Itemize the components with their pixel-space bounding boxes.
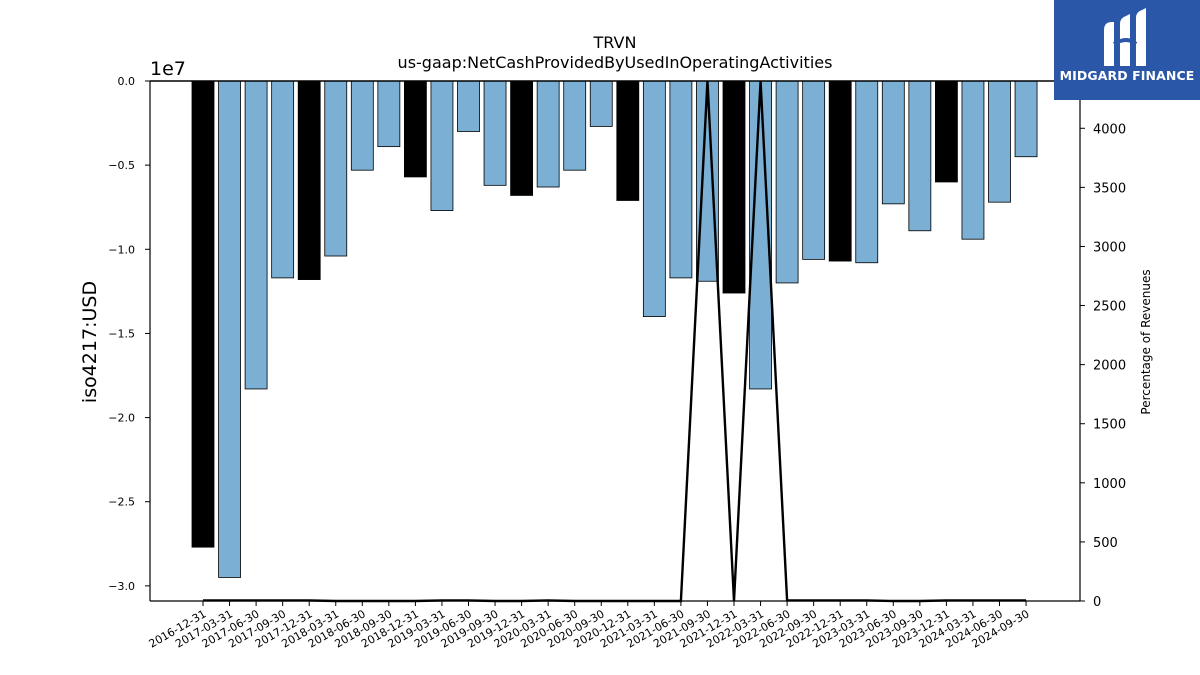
chart-subtitle: us-gaap:NetCashProvidedByUsedInOperating… bbox=[398, 53, 833, 72]
bar-2017-06-30 bbox=[244, 80, 268, 390]
bar-2019-06-30 bbox=[457, 80, 480, 132]
bar-2019-03-31 bbox=[430, 80, 454, 211]
y-offset-label: 1e7 bbox=[150, 58, 186, 80]
bar-2022-06-30 bbox=[775, 80, 799, 284]
bar-2023-09-30 bbox=[908, 80, 932, 232]
bar-2018-06-30 bbox=[350, 80, 374, 171]
y2-tick-label: 1500 bbox=[1093, 418, 1126, 433]
chart-title: TRVN bbox=[593, 33, 637, 52]
bar-2020-03-31 bbox=[536, 80, 560, 188]
bar-2023-03-31 bbox=[855, 80, 879, 264]
bar-2021-12-31 bbox=[722, 80, 746, 294]
y-tick-label: −1.0 bbox=[108, 243, 135, 256]
bar-2017-09-30 bbox=[271, 80, 295, 279]
bars-layer bbox=[191, 80, 1038, 578]
bar-2017-03-31 bbox=[218, 80, 241, 578]
bar-2021-03-31 bbox=[642, 80, 666, 318]
logo-text: MIDGARD FINANCE bbox=[1059, 68, 1195, 83]
y2-axis-label: Percentage of Revenues bbox=[1139, 269, 1153, 414]
bar-2024-06-30 bbox=[988, 80, 1011, 203]
bar-2024-09-30 bbox=[1014, 80, 1038, 158]
bar-2022-09-30 bbox=[802, 80, 826, 260]
y2-tick-label: 500 bbox=[1093, 536, 1118, 551]
y2-tick-label: 4000 bbox=[1093, 122, 1126, 137]
y-axis-label: iso4217:USD bbox=[79, 281, 101, 403]
y-tick-label: −3.0 bbox=[108, 580, 135, 593]
y2-tick-label: 1000 bbox=[1093, 477, 1126, 492]
bar-2020-12-31 bbox=[616, 80, 640, 201]
bar-2023-06-30 bbox=[881, 80, 905, 205]
bar-2020-09-30 bbox=[589, 80, 613, 127]
bar-2023-12-31 bbox=[935, 80, 958, 183]
y-tick-label: −2.0 bbox=[108, 412, 135, 425]
bar-2016-12-31 bbox=[191, 80, 215, 548]
bar-2022-12-31 bbox=[828, 80, 852, 262]
logo: MIDGARD FINANCE bbox=[1054, 0, 1200, 100]
y2-tick-label: 0 bbox=[1093, 595, 1101, 610]
y-tick-label: −2.5 bbox=[108, 496, 135, 509]
bar-2019-12-31 bbox=[510, 80, 534, 196]
y-tick-label: −1.5 bbox=[108, 327, 135, 340]
bar-2017-12-31 bbox=[297, 80, 321, 280]
y2-tick-label: 3000 bbox=[1093, 240, 1126, 255]
bar-2018-09-30 bbox=[377, 80, 401, 148]
bar-2020-06-30 bbox=[563, 80, 587, 171]
bar-2019-09-30 bbox=[483, 80, 507, 186]
midgard-logo-icon bbox=[1104, 8, 1146, 66]
y2-tick-label: 3500 bbox=[1093, 181, 1126, 196]
y-tick-label: 0.0 bbox=[118, 75, 136, 88]
y2-tick-label: 2000 bbox=[1093, 359, 1126, 374]
bar-2018-03-31 bbox=[324, 80, 348, 257]
y-tick-label: −0.5 bbox=[108, 159, 135, 172]
bar-2021-06-30 bbox=[669, 80, 693, 279]
bar-2018-12-31 bbox=[403, 80, 427, 178]
bar-2024-03-31 bbox=[961, 80, 985, 240]
y2-tick-label: 2500 bbox=[1093, 300, 1126, 315]
